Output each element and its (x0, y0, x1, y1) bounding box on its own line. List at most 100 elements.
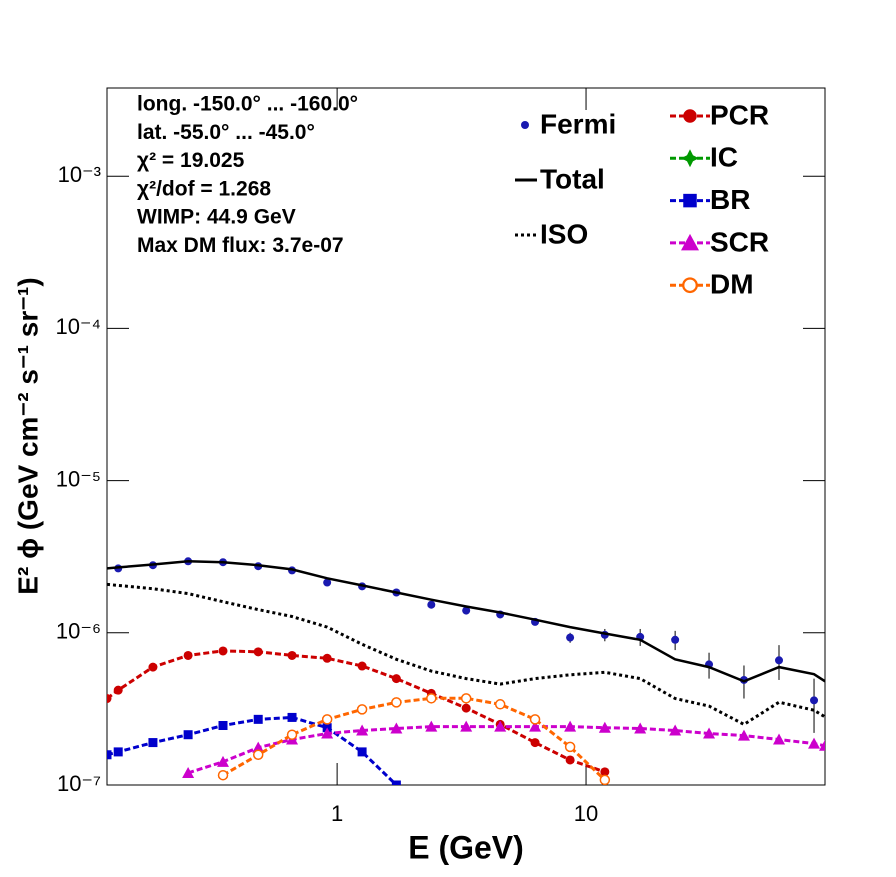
annotation: Max DM flux: 3.7e-07 (137, 234, 344, 257)
legend-item: IC (670, 142, 738, 173)
legend-label: SCR (710, 226, 769, 257)
data-point (462, 606, 471, 615)
data-point (323, 578, 332, 587)
marker (287, 712, 297, 722)
marker (217, 755, 230, 767)
marker (460, 720, 473, 732)
legend-label: PCR (710, 99, 769, 130)
marker (682, 277, 698, 294)
legend-label: BR (710, 184, 750, 215)
series-line (107, 560, 825, 683)
marker (599, 774, 611, 785)
marker (529, 720, 542, 732)
marker (600, 767, 610, 777)
marker (529, 714, 541, 725)
marker (681, 149, 699, 168)
marker (218, 646, 228, 656)
legend-label: ISO (540, 218, 588, 249)
legend-item: ISO (515, 218, 588, 249)
marker (148, 662, 158, 672)
legend-label: IC (710, 142, 738, 173)
marker (391, 674, 401, 684)
data-point (671, 635, 680, 644)
marker (634, 722, 647, 734)
marker (669, 724, 682, 736)
y-tick-label: 10⁻³ (58, 162, 101, 187)
legend-label: Fermi (540, 108, 616, 139)
series-line (107, 649, 606, 774)
marker (461, 703, 471, 713)
marker (460, 693, 472, 704)
x-axis-label: E (GeV) (408, 829, 524, 865)
marker (321, 727, 334, 739)
legend-item: SCR (670, 226, 769, 257)
legend-item: Fermi (521, 108, 616, 139)
legend-item: Total (515, 163, 605, 194)
marker (356, 724, 369, 736)
y-tick-label: 10⁻⁴ (55, 314, 101, 339)
marker (183, 650, 193, 660)
marker (773, 733, 786, 745)
marker (530, 738, 540, 748)
data-point (775, 656, 784, 665)
marker (252, 741, 265, 753)
annotation: WIMP: 44.9 GeV (137, 206, 296, 229)
marker (390, 722, 403, 734)
marker (217, 769, 229, 781)
marker (564, 720, 577, 732)
y-axis-label: E² ϕ (GeV cm⁻² s⁻¹ sr⁻¹) (12, 277, 43, 594)
plot-frame (106, 87, 826, 786)
marker (683, 193, 697, 208)
marker (357, 747, 367, 757)
marker (703, 727, 716, 739)
marker (107, 694, 112, 704)
series-line (187, 725, 825, 775)
marker (113, 685, 123, 695)
y-tick-label: 10⁻⁶ (56, 619, 101, 644)
marker (426, 693, 437, 704)
x-tick-label: 1 (331, 801, 343, 826)
plot-area (107, 557, 825, 785)
series-line (107, 715, 398, 785)
legend-item: PCR (670, 99, 769, 130)
marker (565, 755, 575, 765)
series-line (222, 696, 606, 781)
marker (808, 737, 821, 749)
marker (182, 766, 195, 778)
y-tick-label: 10⁻⁵ (56, 466, 101, 491)
marker (321, 714, 333, 725)
data-point (427, 600, 436, 609)
data-point (810, 696, 819, 705)
marker (253, 714, 263, 724)
legend-item: BR (670, 184, 750, 215)
marker (391, 697, 402, 708)
annotation: lat. -55.0° ... -45.0° (137, 121, 315, 144)
marker (494, 720, 507, 732)
x-tick-label: 10 (574, 801, 598, 826)
marker (391, 780, 401, 785)
marker (598, 721, 611, 733)
marker (819, 739, 825, 751)
marker (286, 729, 298, 740)
marker (183, 730, 193, 740)
annotation: long. -150.0° ... -160.0° (137, 93, 358, 116)
data-point (566, 633, 575, 642)
annotation: χ² = 19.025 (137, 149, 245, 172)
marker (322, 653, 332, 663)
marker (683, 109, 697, 123)
marker (113, 747, 123, 757)
annotation: χ²/dof = 1.268 (137, 177, 271, 200)
legend-swatch (521, 121, 529, 129)
marker (218, 721, 228, 731)
marker (356, 704, 368, 715)
marker (287, 650, 297, 660)
marker (564, 741, 576, 753)
legend-label: DM (710, 269, 754, 300)
marker (425, 720, 438, 732)
marker (357, 661, 367, 671)
marker (253, 647, 263, 657)
marker (107, 750, 112, 760)
